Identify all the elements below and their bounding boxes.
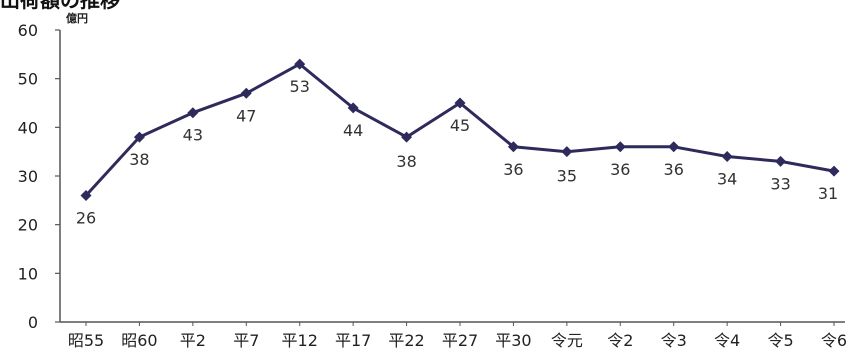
x-tick-label: 昭55 (68, 331, 104, 350)
data-point-marker (668, 141, 680, 153)
x-tick-label: 令4 (714, 331, 740, 350)
data-point-marker (775, 155, 787, 167)
x-tick-label: 令5 (767, 331, 793, 350)
data-label: 36 (610, 160, 630, 179)
data-label: 38 (396, 152, 416, 171)
x-axis-ticks: 昭55 昭60 平2 平7 平12 平17 平22 平27 平30 令元 令2 令3 令4 令5 令6 (68, 322, 847, 350)
y-tick-label: 60 (18, 21, 38, 40)
y-axis-ticks: 0 10 20 30 40 50 60 (18, 21, 60, 332)
x-tick-label: 令6 (821, 331, 847, 350)
data-point-marker (507, 141, 519, 153)
x-tick-label: 平30 (495, 331, 531, 350)
series-markers (80, 58, 840, 201)
data-point-marker (614, 141, 626, 153)
data-label: 45 (450, 116, 470, 135)
data-point-marker (401, 131, 413, 143)
data-label: 47 (236, 106, 256, 125)
y-tick-label: 10 (18, 264, 38, 283)
data-label: 44 (343, 121, 363, 140)
data-label: 36 (503, 160, 523, 179)
data-point-marker (721, 151, 733, 163)
x-tick-label: 平2 (180, 331, 206, 350)
y-tick-label: 50 (18, 70, 38, 89)
x-tick-label: 令元 (551, 331, 583, 350)
data-point-marker (561, 146, 573, 158)
data-label: 38 (129, 150, 149, 169)
data-label: 26 (76, 208, 96, 227)
data-point-marker (294, 58, 306, 70)
data-label: 36 (664, 160, 684, 179)
data-label: 33 (770, 174, 790, 193)
data-point-marker (347, 102, 359, 114)
data-point-marker (828, 165, 840, 177)
x-tick-label: 平12 (282, 331, 318, 350)
x-tick-label: 令2 (607, 331, 633, 350)
y-tick-label: 20 (18, 216, 38, 235)
x-tick-label: 平22 (388, 331, 424, 350)
data-point-marker (240, 87, 252, 99)
data-label: 35 (557, 167, 577, 186)
y-tick-label: 40 (18, 118, 38, 137)
data-point-marker (133, 131, 145, 143)
data-label: 34 (717, 170, 737, 189)
x-tick-label: 平17 (335, 331, 371, 350)
chart-title: 出荷額の推移 (0, 0, 120, 12)
y-tick-label: 0 (28, 313, 38, 332)
data-point-marker (187, 107, 199, 119)
x-tick-label: 平7 (233, 331, 259, 350)
data-point-marker (454, 97, 466, 109)
data-label: 43 (183, 126, 203, 145)
y-axis-unit-label: 億円 (66, 11, 88, 25)
data-labels: 26 38 43 47 53 44 38 45 36 35 36 36 34 33 31 (76, 77, 838, 227)
x-tick-label: 令3 (661, 331, 687, 350)
data-point-marker (80, 189, 92, 201)
data-label: 31 (818, 184, 838, 203)
y-tick-label: 30 (18, 167, 38, 186)
data-label: 53 (290, 77, 310, 96)
x-tick-label: 平27 (442, 331, 478, 350)
x-tick-label: 昭60 (121, 331, 157, 350)
